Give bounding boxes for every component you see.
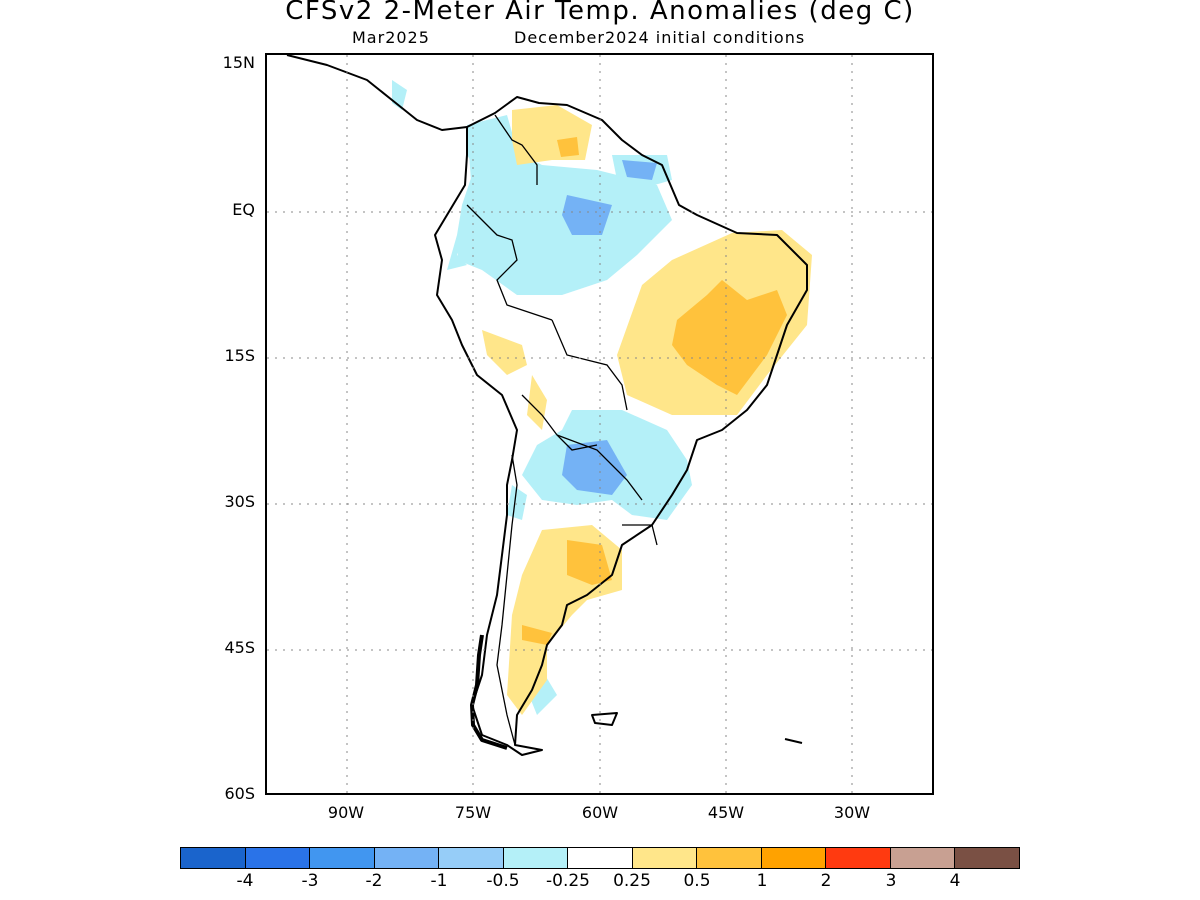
colorbar-label: 0.25: [613, 871, 651, 891]
map-title: CFSv2 2-Meter Air Temp. Anomalies (deg C…: [285, 0, 915, 26]
cold-anomaly-amazon-west: [447, 175, 482, 270]
warm-anomaly-bolivia: [527, 375, 547, 430]
lat-tick-45s: 45S: [224, 638, 255, 657]
colorbar-label: -1: [430, 871, 448, 891]
colorbar-cell: [181, 848, 246, 868]
warm-anomaly-argentina-core: [567, 540, 612, 585]
warm-anomaly-regions: [482, 105, 812, 715]
colorbar-cell: [439, 848, 504, 868]
graticule: [267, 55, 932, 793]
colorbar-cell: [697, 848, 762, 868]
border-brazil-bolivia: [551, 319, 628, 411]
warm-anomaly-patagonia-core: [522, 625, 552, 645]
anomaly-map: [265, 53, 934, 795]
lon-tick-75w: 75W: [454, 803, 492, 822]
border-brazil-uruguay: [622, 524, 658, 546]
warm-anomaly-venezuela-core: [557, 137, 579, 157]
colorbar-cell: [245, 848, 311, 868]
border-argentina-chile: [496, 454, 518, 746]
lat-tick-15s: 15S: [224, 346, 255, 365]
lon-tick-45w: 45W: [707, 803, 745, 822]
colorbar-cell: [632, 848, 698, 868]
warm-anomaly-argentina: [507, 525, 622, 715]
colorbar-cell: [890, 848, 956, 868]
south-america-coastline: [434, 96, 808, 756]
lat-tick-60s: 60S: [224, 784, 255, 803]
cold-anomaly-andes: [507, 485, 527, 520]
south-georgia-island: [784, 738, 803, 744]
colorbar-cell: [761, 848, 827, 868]
cold-anomaly-paraguay-core: [562, 440, 627, 495]
lon-tick-60w: 60W: [581, 803, 619, 822]
warm-anomaly-brazil-core: [672, 280, 787, 395]
country-borders: [466, 114, 658, 746]
colorbar-cell: [503, 848, 569, 868]
colorbar-cell: [568, 848, 633, 868]
colorbar-label: 1: [756, 871, 768, 891]
colorbar-label: 2: [820, 871, 832, 891]
initial-conditions-label: December2024 initial conditions: [514, 28, 806, 47]
colorbar-label: -3: [301, 871, 319, 891]
anomaly-map-svg: [267, 55, 932, 793]
warm-anomaly-peru: [482, 330, 527, 375]
colorbar-label: -0.5: [486, 871, 520, 891]
lon-tick-30w: 30W: [833, 803, 871, 822]
colorbar-label: -0.25: [546, 871, 590, 891]
lon-tick-90w: 90W: [327, 803, 365, 822]
colorbar-cell: [310, 848, 375, 868]
colorbar-label: 3: [885, 871, 897, 891]
falkland-islands: [591, 712, 618, 726]
lat-tick-eq: EQ: [232, 200, 255, 219]
colorbar: [180, 847, 1020, 869]
central-america-coastline: [286, 55, 468, 131]
cold-anomaly-regions: [392, 80, 692, 715]
colorbar-label: 0.5: [683, 871, 711, 891]
colorbar-cell: [955, 848, 1019, 868]
coastlines: [286, 55, 808, 756]
lat-tick-30s: 30S: [224, 492, 255, 511]
colorbar-cell: [374, 848, 440, 868]
colorbar-label: -2: [365, 871, 383, 891]
chile-archipelago: [470, 634, 508, 750]
border-argentina-paraguay: [556, 434, 643, 501]
colorbar-label: -4: [236, 871, 254, 891]
cold-anomaly-guiana-core: [622, 160, 657, 180]
warm-anomaly-venezuela: [512, 105, 592, 165]
lat-tick-15n: 15N: [222, 53, 255, 72]
colorbar-cell: [826, 848, 891, 868]
valid-month-label: Mar2025: [352, 28, 430, 47]
border-peru-brazil: [466, 204, 553, 321]
colorbar-label: 4: [949, 871, 961, 891]
cold-anomaly-patagonia: [529, 675, 557, 715]
border-colombia-venezuela: [494, 114, 538, 185]
